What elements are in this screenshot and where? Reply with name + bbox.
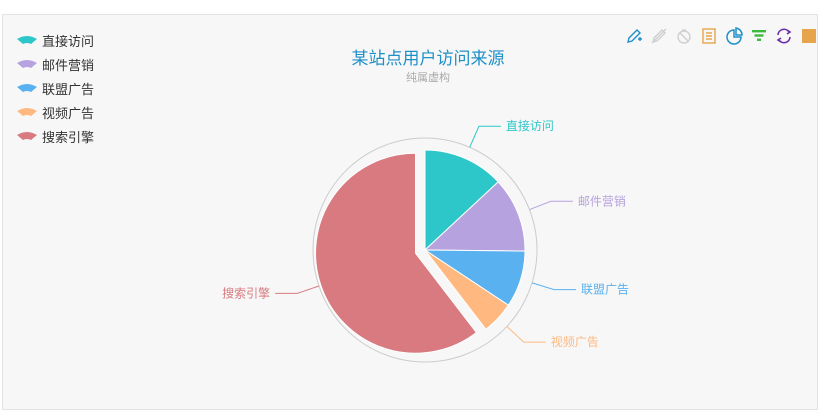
legend-label: 直接访问 [42,34,95,50]
legend: 直接访问 邮件营销 联盟广告 视频广告 搜索引擎 [16,28,94,148]
data-view-icon[interactable] [700,27,718,45]
legend-swatch-icon [17,84,37,92]
slice-label-email: 邮件营销 [578,194,626,208]
legend-swatch-icon [17,60,37,68]
legend-label: 搜索引擎 [42,130,95,146]
legend-swatch-icon [17,132,37,140]
legend-swatch-icon [17,36,37,44]
label-line-video [506,326,546,343]
funnel-type-icon[interactable] [750,27,768,45]
slice-label-search: 搜索引擎 [222,285,270,300]
slice-label-video: 视频广告 [551,334,599,349]
pie-slice-search[interactable] [315,152,478,354]
mark-clear-icon[interactable] [675,27,693,45]
pie-slice-email[interactable] [423,181,526,252]
label-line-search [275,285,320,294]
mark-undo-icon[interactable] [650,27,668,45]
slice-label-direct: 直接访问 [506,118,554,133]
legend-item-email[interactable]: 邮件营销 [16,52,94,76]
label-line-direct [469,125,501,148]
chart-title: 某站点用户访问来源 [351,49,505,69]
label-line-email [529,200,573,211]
legend-swatch-icon [17,108,37,116]
pie-type-icon[interactable] [725,27,743,45]
chart-subtitle: 纯属虚构 [406,71,450,84]
toolbox [618,27,818,45]
pie-outer-ring [312,137,538,363]
restore-icon[interactable] [775,27,793,45]
legend-label: 视频广告 [42,106,95,122]
legend-item-search[interactable]: 搜索引擎 [16,124,94,148]
legend-label: 邮件营销 [42,58,95,74]
legend-item-video[interactable]: 视频广告 [16,100,94,124]
label-line-affiliate [531,282,577,291]
slice-label-affiliate: 联盟广告 [581,283,629,297]
pie-slice-video[interactable] [424,249,510,331]
legend-item-affiliate[interactable]: 联盟广告 [16,76,94,100]
save-image-icon[interactable] [800,27,818,45]
legend-label: 联盟广告 [42,82,95,98]
pie-slice-direct[interactable] [424,149,499,252]
legend-item-direct[interactable]: 直接访问 [16,28,94,52]
mark-icon[interactable] [625,27,643,45]
